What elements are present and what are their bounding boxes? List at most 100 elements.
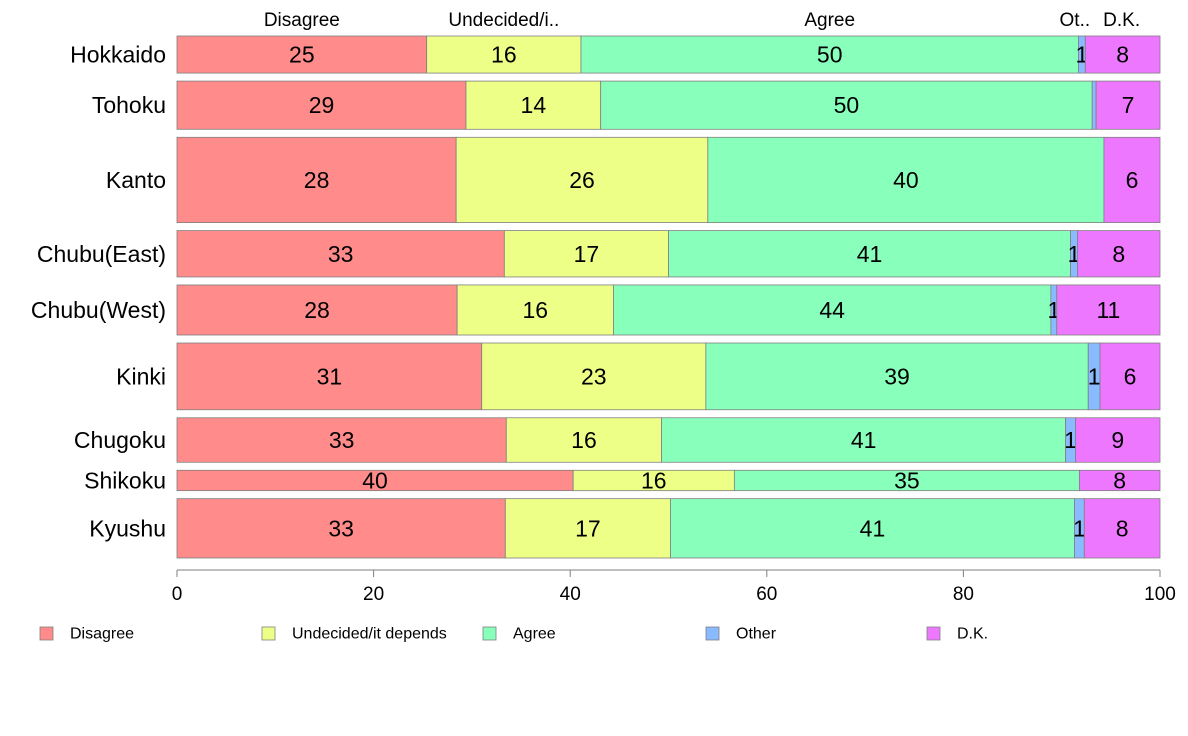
row-kanto: Kanto 28 26 40 6: [106, 136, 1161, 223]
row-label: Hokkaido: [70, 42, 166, 68]
segment-value-label: 25: [289, 42, 315, 68]
bar-segment-agree: [707, 136, 1105, 223]
bar-segment-disagree: [176, 136, 457, 223]
segment-value-label: 26: [569, 167, 595, 193]
bar-segment-d-k: [1075, 417, 1161, 463]
legend: Disagree Undecided/it depends Agree Other D.…: [39, 626, 988, 643]
legend-swatch-undecided-it-depends: [261, 626, 276, 641]
column-header-agree: Agree: [804, 10, 855, 31]
segment-value-label: 7: [1122, 92, 1135, 118]
legend-label-undecided-it-depends: Undecided/it depends: [292, 626, 447, 643]
segment-value-label: 8: [1112, 241, 1125, 267]
x-tick-label: 100: [1144, 584, 1176, 605]
segment-value-label: 41: [860, 515, 886, 541]
segment-value-label: 50: [834, 92, 860, 118]
legend-label-d-k: D.K.: [957, 626, 988, 643]
bar-segment-disagree: [176, 498, 506, 559]
bar-segment-d-k: [1099, 342, 1161, 411]
segment-value-label: 39: [884, 363, 910, 389]
segment-value-label: 40: [893, 167, 919, 193]
segment-value-label: 31: [317, 363, 343, 389]
segment-value-label: 6: [1124, 363, 1137, 389]
segment-value-label: 8: [1113, 467, 1126, 493]
bar-segment-undecided-it-depends: [455, 136, 709, 223]
bar-segment-d-k: [1056, 284, 1161, 336]
row-label: Kanto: [106, 167, 166, 193]
segment-value-label: 1: [1064, 427, 1077, 453]
legend-swatch-agree: [482, 626, 497, 641]
segment-value-label: 16: [641, 467, 667, 493]
bar-segment-d-k: [1078, 469, 1161, 492]
segment-value-label: 6: [1126, 167, 1139, 193]
legend-swatch-other: [705, 626, 720, 641]
row-chugoku: Chugoku 33 16 41 1 9: [74, 417, 1161, 463]
bar-segment-disagree: [176, 35, 428, 74]
segment-value-label: 17: [574, 241, 600, 267]
bar-segment-other: [1091, 80, 1097, 130]
segment-value-label: 28: [304, 297, 330, 323]
bar-segment-agree: [580, 35, 1079, 74]
column-header-d-k: D.K.: [1103, 10, 1140, 31]
bar-segment-undecided-it-depends: [465, 80, 602, 130]
bar-segment-d-k: [1103, 136, 1161, 223]
row-chubu-west: Chubu(West) 28 16 44 1 11: [31, 284, 1161, 336]
column-header-undecided-i: Undecided/i..: [448, 10, 559, 31]
bar-segment-agree: [668, 230, 1071, 278]
row-hokkaido: Hokkaido 25 16 50 1 8: [70, 35, 1161, 74]
segment-value-label: 16: [571, 427, 597, 453]
segment-value-label: 44: [819, 297, 845, 323]
segment-value-label: 11: [1096, 297, 1120, 323]
segment-value-label: 16: [491, 42, 517, 68]
row-kinki: Kinki 31 23 39 1 6: [116, 342, 1161, 411]
x-tick-label: 40: [560, 584, 581, 605]
segment-value-label: 23: [581, 363, 607, 389]
segment-value-label: 50: [817, 42, 843, 68]
segment-value-label: 14: [521, 92, 547, 118]
bar-segment-disagree: [176, 284, 458, 336]
legend-label-other: Other: [736, 626, 777, 643]
bar-segment-d-k: [1077, 230, 1161, 278]
bar-segment-agree: [613, 284, 1052, 336]
column-header-disagree: Disagree: [264, 10, 340, 31]
segment-value-label: 41: [857, 241, 883, 267]
segment-value-label: 33: [329, 427, 355, 453]
row-label: Chubu(East): [37, 241, 166, 267]
bar-segment-undecided-it-depends: [503, 230, 669, 278]
segment-value-label: 33: [328, 241, 354, 267]
segment-value-label: 41: [851, 427, 877, 453]
column-header-ot: Ot..: [1060, 10, 1091, 31]
x-tick-label: 0: [172, 584, 183, 605]
bar-segment-disagree: [176, 80, 467, 130]
row-label: Chugoku: [74, 427, 166, 453]
segment-value-label: 40: [362, 467, 388, 493]
row-shikoku: Shikoku 40 16 35 8: [84, 467, 1161, 493]
bar-segment-undecided-it-depends: [481, 342, 707, 411]
x-tick-label: 80: [953, 584, 974, 605]
x-axis: 0 20 40 60 80 100: [172, 569, 1176, 605]
bar-segment-d-k: [1095, 80, 1161, 130]
segment-value-label: 17: [575, 515, 601, 541]
x-tick-label: 60: [756, 584, 777, 605]
legend-label-agree: Agree: [513, 626, 556, 643]
row-tohoku: Tohoku 29 14 50 7: [92, 80, 1161, 130]
segment-value-label: 9: [1111, 427, 1124, 453]
row-label: Kinki: [116, 363, 166, 389]
column-headers: Disagree Undecided/i.. Agree Ot.. D.K.: [264, 10, 1140, 31]
x-tick-label: 20: [363, 584, 384, 605]
segment-value-label: 8: [1116, 515, 1129, 541]
legend-swatch-disagree: [39, 626, 54, 641]
legend-label-disagree: Disagree: [70, 626, 134, 643]
row-label: Tohoku: [92, 92, 166, 118]
bar-segment-undecided-it-depends: [426, 35, 582, 74]
row-chubu-east: Chubu(East) 33 17 41 1 8: [37, 230, 1161, 278]
segment-value-label: 16: [523, 297, 549, 323]
segment-value-label: 35: [894, 467, 920, 493]
bar-segment-agree: [661, 417, 1067, 463]
segment-value-label: 29: [309, 92, 335, 118]
bar-segment-undecided-it-depends: [456, 284, 614, 336]
segment-value-label: 33: [328, 515, 354, 541]
bar-segment-disagree: [176, 230, 505, 278]
row-label: Shikoku: [84, 467, 166, 493]
segment-value-label: 28: [304, 167, 330, 193]
